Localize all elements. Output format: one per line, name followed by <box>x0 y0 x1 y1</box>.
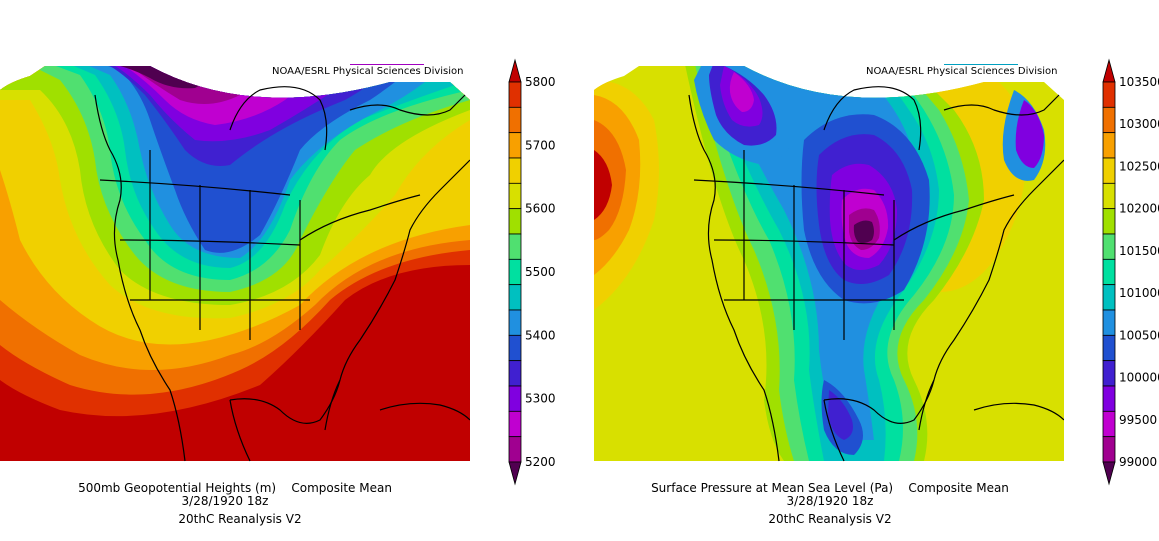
left-colorbar-bottom-arrow <box>508 461 522 486</box>
left-colorbar-swatch <box>508 182 522 210</box>
right-colorbar-swatch <box>1102 309 1116 336</box>
right-colorbar-tick-label: 103000 <box>1119 117 1159 131</box>
left-colorbar-tick-label: 5200 <box>525 455 556 469</box>
right-colorbar-tick-label: 99000 <box>1119 455 1157 469</box>
left-colorbar-tick-label: 5700 <box>525 138 556 152</box>
right-colorbar-swatch <box>1102 182 1116 210</box>
left-colorbar-tick-label: 5300 <box>525 392 556 406</box>
left-colorbar-ticks: 5800 5700 5600 5500 5400 5300 5200 <box>525 75 556 469</box>
left-colorbar-swatch <box>508 157 522 184</box>
left-colorbar-tick-label: 5400 <box>525 328 556 342</box>
right-colorbar-swatches <box>1102 58 1116 486</box>
right-colorbar-tick-label: 102500 <box>1119 159 1159 173</box>
right-coastlines <box>688 86 1064 462</box>
right-colorbar-swatch <box>1102 132 1116 159</box>
left-caption-title: 500mb Geopotential Heights (m) Composite… <box>78 481 392 495</box>
left-colorbar-swatch <box>508 81 522 108</box>
left-colorbar-swatch <box>508 106 522 134</box>
left-colorbar-tick-label: 5600 <box>525 202 556 216</box>
left-colorbar: 5800 5700 5600 5500 5400 5300 5200 <box>508 58 556 486</box>
right-colorbar-swatch <box>1102 334 1116 362</box>
right-colorbar: 103500 103000 102500 102000 101500 101000 1005… <box>1102 58 1159 486</box>
left-colorbar-swatch <box>508 410 522 438</box>
right-colorbar-top-arrow <box>1102 58 1116 83</box>
right-caption-date: 3/28/1920 18z <box>786 494 874 508</box>
right-colorbar-swatch <box>1102 233 1116 260</box>
right-caption-source: 20thC Reanalysis V2 <box>768 512 892 526</box>
left-colorbar-swatch <box>508 436 522 463</box>
right-colorbar-tick-label: 103500 <box>1119 75 1159 89</box>
left-credit: NOAA/ESRL Physical Sciences Division <box>272 66 464 77</box>
right-map <box>594 66 1064 462</box>
left-colorbar-swatches <box>508 58 522 486</box>
right-colorbar-swatch <box>1102 81 1116 108</box>
right-colorbar-swatch <box>1102 284 1116 311</box>
right-credit-underline <box>944 64 1018 65</box>
left-coastlines <box>94 86 470 462</box>
right-colorbar-swatch <box>1102 258 1116 286</box>
right-colorbar-bottom-arrow <box>1102 461 1116 486</box>
left-map <box>0 66 470 462</box>
right-colorbar-tick-label: 101000 <box>1119 286 1159 300</box>
right-colorbar-swatch <box>1102 157 1116 184</box>
right-pressure-field <box>594 66 1064 461</box>
right-colorbar-tick-label: 100000 <box>1119 371 1159 385</box>
right-caption-title: Surface Pressure at Mean Sea Level (Pa) … <box>651 481 1009 495</box>
left-caption-date: 3/28/1920 18z <box>181 494 269 508</box>
left-height-field <box>0 66 470 461</box>
right-colorbar-tick-label: 99500 <box>1119 413 1157 427</box>
right-colorbar-tick-label: 101500 <box>1119 244 1159 258</box>
right-colorbar-swatch <box>1102 360 1116 387</box>
right-colorbar-swatch <box>1102 436 1116 463</box>
left-colorbar-swatch <box>508 334 522 362</box>
left-colorbar-swatch <box>508 385 522 412</box>
left-caption-source: 20thC Reanalysis V2 <box>178 512 302 526</box>
left-colorbar-swatch <box>508 360 522 387</box>
left-colorbar-swatch <box>508 284 522 311</box>
right-colorbar-swatch <box>1102 385 1116 412</box>
right-colorbar-swatch <box>1102 106 1116 134</box>
left-credit-underline <box>350 64 424 65</box>
left-colorbar-swatch <box>508 132 522 159</box>
right-credit: NOAA/ESRL Physical Sciences Division <box>866 66 1058 77</box>
right-colorbar-ticks: 103500 103000 102500 102000 101500 101000 1005… <box>1119 75 1159 469</box>
right-colorbar-tick-label: 100500 <box>1119 328 1159 342</box>
left-colorbar-swatch <box>508 309 522 336</box>
left-colorbar-swatch <box>508 208 522 235</box>
right-colorbar-tick-label: 102000 <box>1119 202 1159 216</box>
left-colorbar-tick-label: 5500 <box>525 265 556 279</box>
right-colorbar-swatch <box>1102 208 1116 235</box>
left-colorbar-swatch <box>508 233 522 260</box>
left-colorbar-tick-label: 5800 <box>525 75 556 89</box>
right-colorbar-swatch <box>1102 410 1116 438</box>
left-colorbar-swatch <box>508 258 522 286</box>
left-colorbar-top-arrow <box>508 58 522 83</box>
